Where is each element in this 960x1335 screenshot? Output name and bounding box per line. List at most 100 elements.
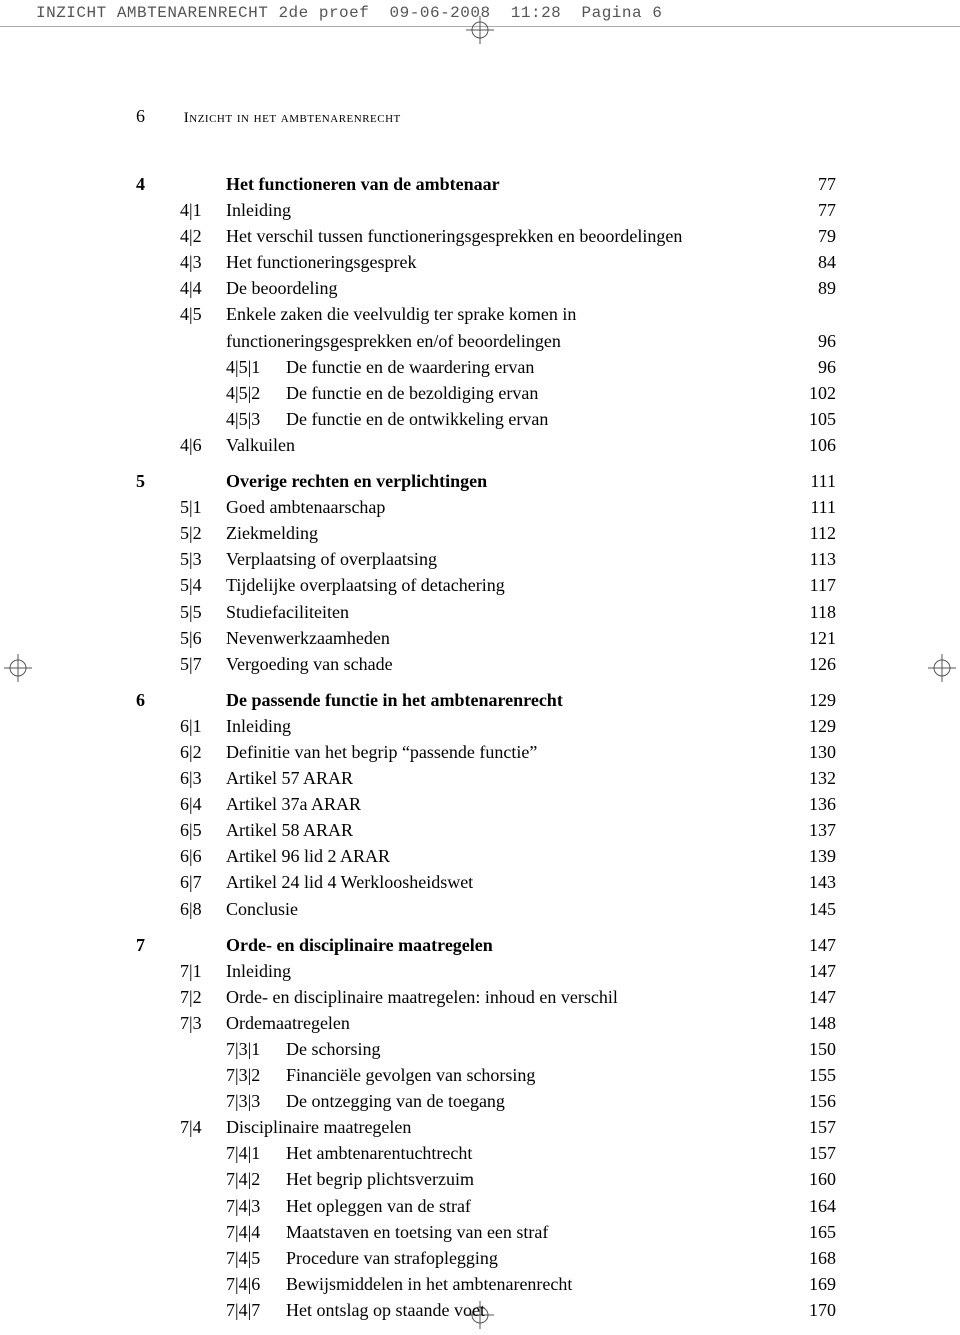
toc-page: 129 — [786, 687, 836, 713]
toc-title: Artikel 24 lid 4 Werkloosheidswet — [226, 869, 786, 895]
toc-page: 111 — [786, 494, 836, 520]
toc-gap — [136, 922, 836, 932]
toc-title: De beoordeling — [226, 275, 786, 301]
toc-page: 157 — [786, 1114, 836, 1140]
toc-row: 7|4|6Bewijsmiddelen in het ambtenarenrec… — [136, 1271, 836, 1297]
toc-section-num: 4|3 — [180, 249, 226, 275]
toc-row: 6|8Conclusie145 — [136, 896, 836, 922]
toc-row: 7|4Disciplinaire maatregelen157 — [136, 1114, 836, 1140]
toc-page: 112 — [786, 520, 836, 546]
toc-page: 79 — [786, 223, 836, 249]
toc-section-num: 4|5 — [180, 301, 226, 327]
toc-page: 113 — [786, 546, 836, 572]
toc-subsection-num: 4|5|1 — [226, 354, 286, 380]
toc-title: De functie en de ontwikkeling ervan — [286, 406, 786, 432]
toc-page: 164 — [786, 1193, 836, 1219]
toc-title: De functie en de bezoldiging ervan — [286, 380, 786, 406]
toc-row: 6|4Artikel 37a ARAR136 — [136, 791, 836, 817]
toc-subsection-num: 4|5|3 — [226, 406, 286, 432]
toc-title: Overige rechten en verplichtingen — [226, 468, 786, 494]
toc-page: 137 — [786, 817, 836, 843]
toc-title: Financiële gevolgen van schorsing — [286, 1062, 786, 1088]
toc-row: 7|3|2Financiële gevolgen van schorsing15… — [136, 1062, 836, 1088]
toc-title: Inleiding — [226, 713, 786, 739]
toc-row: 5|3Verplaatsing of overplaatsing113 — [136, 546, 836, 572]
toc-title: Artikel 37a ARAR — [226, 791, 786, 817]
toc-page: 118 — [786, 599, 836, 625]
toc-title: Het functioneren van de ambtenaar — [226, 171, 786, 197]
toc-section-num: 5|1 — [180, 494, 226, 520]
toc-section-num: 6|8 — [180, 896, 226, 922]
toc-chapter-row: 5Overige rechten en verplichtingen111 — [136, 468, 836, 494]
toc-chapter-num: 4 — [136, 171, 180, 197]
toc-title: Tijdelijke overplaatsing of detachering — [226, 572, 786, 598]
toc-section-num: 5|4 — [180, 572, 226, 598]
toc-row: 4|3Het functioneringsgesprek84 — [136, 249, 836, 275]
toc-subsection-num: 7|3|3 — [226, 1088, 286, 1114]
toc-chapter-row: 7Orde- en disciplinaire maatregelen147 — [136, 932, 836, 958]
toc-title: Vergoeding van schade — [226, 651, 786, 677]
toc-row: 7|1Inleiding147 — [136, 958, 836, 984]
toc-title: De passende functie in het ambtenarenrec… — [226, 687, 786, 713]
toc-title: Ziekmelding — [226, 520, 786, 546]
table-of-contents: 4Het functioneren van de ambtenaar774|1I… — [136, 171, 836, 1323]
toc-section-num: 5|2 — [180, 520, 226, 546]
toc-page: 160 — [786, 1166, 836, 1192]
toc-row: 7|4|4Maatstaven en toetsing van een stra… — [136, 1219, 836, 1245]
toc-chapter-num: 7 — [136, 932, 180, 958]
crop-mark-icon — [466, 16, 494, 44]
toc-row: 7|4|1Het ambtenarentuchtrecht157 — [136, 1140, 836, 1166]
toc-row: 4|4De beoordeling89 — [136, 275, 836, 301]
toc-section-num: 6|5 — [180, 817, 226, 843]
toc-page: 77 — [786, 197, 836, 223]
toc-row: 6|2Definitie van het begrip “passende fu… — [136, 739, 836, 765]
toc-title: Enkele zaken die veelvuldig ter sprake k… — [226, 301, 786, 327]
toc-title: Het opleggen van de straf — [286, 1193, 786, 1219]
toc-row: 5|1Goed ambtenaarschap111 — [136, 494, 836, 520]
toc-section-num: 5|5 — [180, 599, 226, 625]
toc-page: 102 — [786, 380, 836, 406]
toc-subsection-num: 7|3|1 — [226, 1036, 286, 1062]
toc-page: 121 — [786, 625, 836, 651]
toc-row: 7|4|2Het begrip plichtsverzuim160 — [136, 1166, 836, 1192]
toc-title: Artikel 57 ARAR — [226, 765, 786, 791]
toc-page: 126 — [786, 651, 836, 677]
toc-section-num: 6|4 — [180, 791, 226, 817]
toc-chapter-row: 4Het functioneren van de ambtenaar77 — [136, 171, 836, 197]
toc-section-num: 7|1 — [180, 958, 226, 984]
toc-title: De schorsing — [286, 1036, 786, 1062]
toc-row: 4|5|2De functie en de bezoldiging ervan1… — [136, 380, 836, 406]
toc-page: 117 — [786, 572, 836, 598]
toc-page: 106 — [786, 432, 836, 458]
toc-title: Inleiding — [226, 197, 786, 223]
toc-title: Het begrip plichtsverzuim — [286, 1166, 786, 1192]
toc-chapter-num: 6 — [136, 687, 180, 713]
toc-subsection-num: 7|3|2 — [226, 1062, 286, 1088]
toc-section-num: 7|4 — [180, 1114, 226, 1140]
toc-row: 5|5Studiefaciliteiten118 — [136, 599, 836, 625]
toc-page: 84 — [786, 249, 836, 275]
toc-row: 5|7Vergoeding van schade126 — [136, 651, 836, 677]
toc-page: 165 — [786, 1219, 836, 1245]
toc-title: Definitie van het begrip “passende funct… — [226, 739, 786, 765]
toc-row: functioneringsgesprekken en/of beoordeli… — [136, 328, 836, 354]
toc-subsection-num: 7|4|3 — [226, 1193, 286, 1219]
toc-subsection-num: 7|4|1 — [226, 1140, 286, 1166]
toc-row: 6|1Inleiding129 — [136, 713, 836, 739]
toc-page: 147 — [786, 958, 836, 984]
toc-page: 147 — [786, 984, 836, 1010]
toc-subsection-num: 7|4|2 — [226, 1166, 286, 1192]
toc-page: 157 — [786, 1140, 836, 1166]
toc-section-num: 5|7 — [180, 651, 226, 677]
toc-title: Maatstaven en toetsing van een straf — [286, 1219, 786, 1245]
toc-page: 111 — [786, 468, 836, 494]
toc-section-num: 4|4 — [180, 275, 226, 301]
toc-title: Het ontslag op staande voet — [286, 1297, 786, 1323]
toc-section-num: 6|6 — [180, 843, 226, 869]
toc-gap — [136, 677, 836, 687]
toc-section-num: 6|7 — [180, 869, 226, 895]
toc-section-num: 4|1 — [180, 197, 226, 223]
toc-title: Het ambtenarentuchtrecht — [286, 1140, 786, 1166]
toc-row: 4|5|1De functie en de waardering ervan96 — [136, 354, 836, 380]
toc-title: Studiefaciliteiten — [226, 599, 786, 625]
